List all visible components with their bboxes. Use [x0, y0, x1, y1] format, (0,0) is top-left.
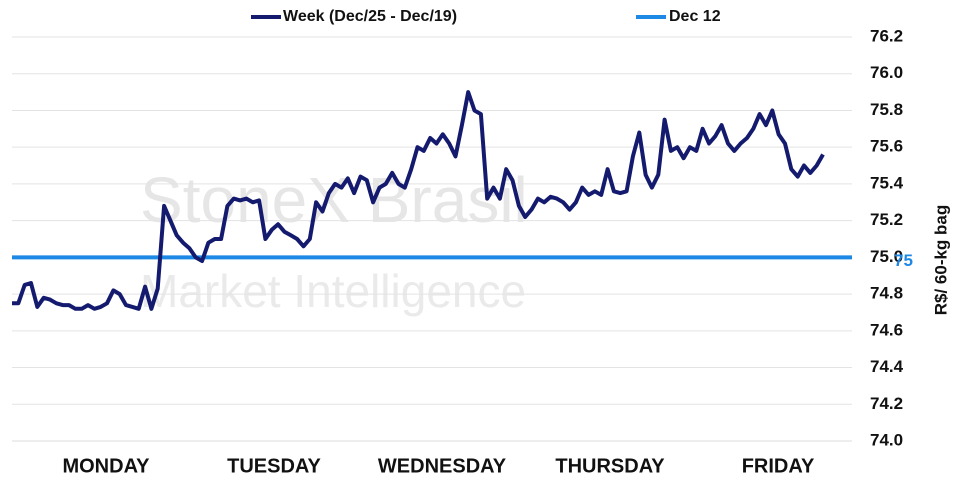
y-tick-label: 75.0 [870, 247, 903, 266]
legend-label: Dec 12 [669, 8, 721, 25]
y-axis-title: R$/ 60-kg bag [931, 205, 950, 316]
watermark: Market Intelligence [140, 265, 526, 317]
y-tick-label: 74.6 [870, 320, 903, 339]
y-tick-label: 76.0 [870, 63, 903, 82]
y-tick-label: 74.2 [870, 394, 903, 413]
line-series [12, 90, 825, 311]
legend-label: Week (Dec/25 - Dec/19) [283, 8, 457, 25]
y-tick-label: 75.6 [870, 137, 903, 156]
x-tick-label: MONDAY [62, 455, 150, 477]
y-tick-label: 76.2 [870, 26, 903, 45]
y-tick-label: 74.4 [870, 357, 904, 376]
y-tick-label: 75.8 [870, 100, 903, 119]
x-tick-label: TUESDAY [227, 455, 321, 477]
y-tick-label: 74.0 [870, 430, 903, 449]
y-tick-label: 75.2 [870, 210, 903, 229]
watermark: StoneX Brasil [140, 164, 528, 236]
x-tick-label: THURSDAY [555, 455, 665, 477]
y-tick-label: 75.4 [870, 173, 904, 192]
reference-label: 75 [894, 251, 913, 270]
x-tick-label: FRIDAY [742, 455, 815, 477]
x-tick-label: WEDNESDAY [378, 455, 507, 477]
y-tick-label: 74.8 [870, 284, 903, 303]
